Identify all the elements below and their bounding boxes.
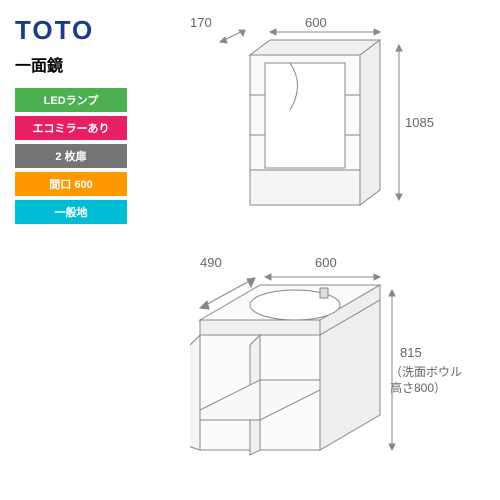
badge-doors: 2 枚扉 (15, 144, 127, 168)
dim-bottom-depth: 490 (200, 255, 222, 270)
mirror-cabinet-drawing (210, 35, 390, 215)
arrow-top-height (392, 40, 407, 205)
technical-diagram: 170 600 1085 490 6 (160, 15, 485, 485)
dim-bowl-note: （洗面ボウル (390, 363, 462, 380)
dim-top-depth: 170 (190, 15, 212, 30)
dim-top-height: 1085 (405, 115, 434, 130)
badge-region: 一般地 (15, 200, 127, 224)
badge-width: 間口 600 (15, 172, 127, 196)
dim-bottom-height: 815 (400, 345, 422, 360)
arrow-bottom-height (385, 285, 400, 455)
badge-list: LEDランプ エコミラーあり 2 枚扉 間口 600 一般地 (15, 88, 127, 224)
product-subtitle: 一面鏡 (15, 52, 127, 76)
dim-bottom-width: 600 (315, 255, 337, 270)
arrow-top-width (265, 25, 385, 40)
badge-led: LEDランプ (15, 88, 127, 112)
brand-logo: TOTO (15, 15, 127, 46)
badge-eco: エコミラーあり (15, 116, 127, 140)
arrow-top-depth (215, 27, 255, 47)
arrow-bottom-width (260, 270, 385, 285)
arrow-bottom-depth (195, 273, 265, 313)
